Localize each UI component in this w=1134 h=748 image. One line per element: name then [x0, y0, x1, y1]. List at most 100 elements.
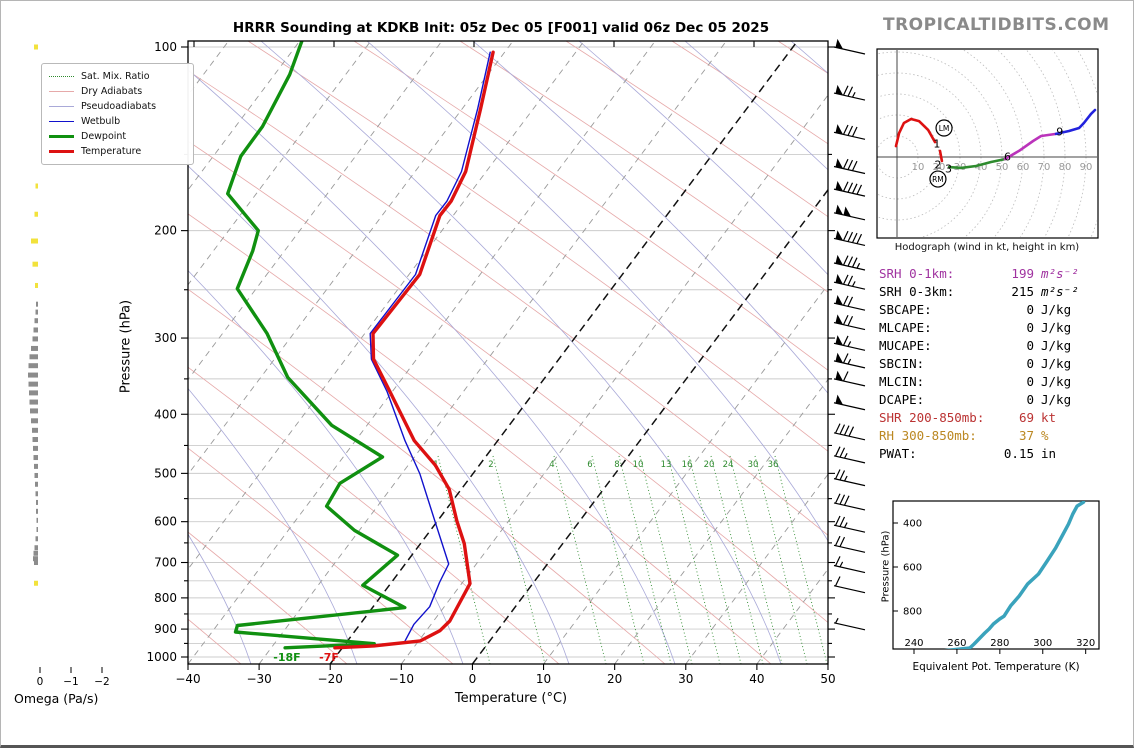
index-label: SBCIN:: [879, 356, 925, 371]
index-label: MLCIN:: [879, 374, 925, 389]
thetae-xtick-label: 320: [1076, 638, 1095, 649]
thetae-axis-title: Equivalent Pot. Temperature (K): [912, 661, 1080, 673]
surface-temperature-label: -7F: [319, 651, 339, 664]
index-row-mucape: MUCAPE: 0 J/kg: [879, 337, 1097, 355]
legend: Sat. Mix. Ratio Dry Adiabats Pseudoadiabat…: [41, 63, 194, 165]
skewt-frame: [187, 40, 829, 665]
mixing-ratio-label: 16: [682, 460, 693, 470]
index-label: SHR 200-850mb:: [879, 410, 985, 425]
index-label: MLCAPE:: [879, 320, 932, 335]
thetae-ytick-label: 400: [903, 519, 922, 530]
spacer: [954, 265, 1000, 283]
wind-barb: [833, 535, 866, 553]
wind-barb: [833, 335, 866, 351]
omega-axis-title: Omega (Pa/s): [14, 691, 99, 706]
legend-label: Wetbulb: [81, 116, 121, 127]
hodograph-speed-tick-label: 40: [975, 162, 988, 173]
pressure-tick-label: 100: [154, 40, 177, 54]
index-label: DCAPE:: [879, 392, 925, 407]
legend-swatch: [49, 91, 74, 92]
index-label: PWAT:: [879, 446, 917, 461]
skewt-background: 1 2 4 6 8 10 13 16 20 24 30 36: [188, 41, 828, 664]
wind-barb: [833, 84, 866, 101]
wind-barb: [833, 180, 866, 197]
omega-panel: 0 −1 −2: [28, 44, 110, 688]
mixing-ratio-label: 13: [661, 460, 672, 470]
temperature-tick-label: 10: [536, 672, 551, 686]
legend-swatch: [49, 135, 74, 138]
wind-barb: [833, 576, 866, 594]
mixing-ratio-label: 8: [614, 460, 619, 470]
hodograph-speed-tick-label: 60: [1017, 162, 1030, 173]
legend-item-dry-adiabats: Dry Adiabats: [49, 84, 187, 99]
index-unit: J/kg: [1041, 320, 1072, 335]
hodograph-segment: [894, 117, 937, 148]
temperature-tick-label: −30: [246, 672, 271, 686]
omega-tick-label: 0: [37, 676, 44, 688]
index-row-sbcin: SBCIN: 0 J/kg: [879, 355, 1097, 373]
index-label: RH 300-850mb:: [879, 428, 977, 443]
mixing-ratio-label: 36: [768, 460, 779, 470]
temperature-tick-label: −20: [318, 672, 343, 686]
surface-dewpoint-label: -18F: [273, 651, 300, 664]
wind-barb: [833, 370, 866, 387]
omega-tick-label: −2: [94, 676, 109, 688]
index-row-srh-0-1km: SRH 0-1km: 199 m²s⁻²: [879, 265, 1097, 283]
hodograph-height-label: 1: [933, 137, 940, 150]
hodograph-height-label: 2: [934, 158, 941, 171]
spacer: [984, 409, 1000, 427]
mixing-ratio-label: 24: [723, 460, 734, 470]
legend-item-dewpoint: Dewpoint: [49, 129, 187, 144]
thetae-xtick-label: 300: [1033, 638, 1052, 649]
temperature-tick-label: 30: [678, 672, 693, 686]
wind-barb: [833, 493, 866, 511]
index-unit: J/kg: [1041, 374, 1072, 389]
wind-barb: [833, 204, 866, 221]
thetae-ytick-label: 600: [903, 563, 922, 574]
spacer: [932, 337, 1000, 355]
spacer: [917, 445, 1000, 463]
spacer: [932, 319, 1000, 337]
sounding-traces: [225, 41, 495, 650]
legend-label: Temperature: [81, 146, 142, 157]
hodograph-segment: [1054, 108, 1097, 136]
spacer: [932, 301, 1000, 319]
storm-motion-rm-marker: RM: [932, 175, 944, 184]
wind-barb: [833, 274, 866, 290]
temperature-axis: −40 −30 −20 −10 0 10 20 30 40 50: [175, 41, 836, 686]
wind-barb: [833, 469, 866, 487]
index-row-sbcape: SBCAPE: 0 J/kg: [879, 301, 1097, 319]
wind-barb: [833, 314, 866, 331]
pressure-tick-label: 1000: [146, 650, 177, 664]
legend-label: Dry Adiabats: [81, 86, 143, 97]
wind-barb: [833, 352, 866, 369]
hodograph-speed-tick-label: 50: [996, 162, 1009, 173]
thetae-xtick-label: 240: [904, 638, 923, 649]
index-value: 0: [1026, 320, 1034, 335]
index-value: 0: [1026, 302, 1034, 317]
index-unit: J/kg: [1041, 392, 1072, 407]
index-value: 0: [1026, 392, 1034, 407]
index-row-srh-0-3km: SRH 0-3km: 215 m²s⁻²: [879, 283, 1097, 301]
spacer: [924, 373, 1000, 391]
wind-barb: [833, 158, 866, 175]
wind-barb: [833, 38, 866, 55]
dewpoint-trace: [225, 41, 407, 650]
hodograph-speed-tick-label: 10: [912, 162, 925, 173]
hodograph-height-label: 6: [1004, 150, 1011, 163]
thetae-ytick-label: 800: [903, 607, 922, 618]
index-row-shr-200-850mb: SHR 200-850mb: 69 kt: [879, 409, 1097, 427]
index-unit: kt: [1041, 410, 1057, 425]
legend-item-temperature: Temperature: [49, 144, 187, 159]
storm-motion-lm-marker: LM: [939, 124, 950, 133]
index-label: MUCAPE:: [879, 338, 932, 353]
hodograph-height-label: 3: [945, 163, 952, 176]
index-value: 0.15: [1003, 446, 1034, 461]
index-unit: J/kg: [1041, 356, 1072, 371]
index-row-mlcin: MLCIN: 0 J/kg: [879, 373, 1097, 391]
pressure-tick-label: 400: [154, 407, 177, 421]
index-value: 0: [1026, 356, 1034, 371]
index-value: 0: [1026, 374, 1034, 389]
